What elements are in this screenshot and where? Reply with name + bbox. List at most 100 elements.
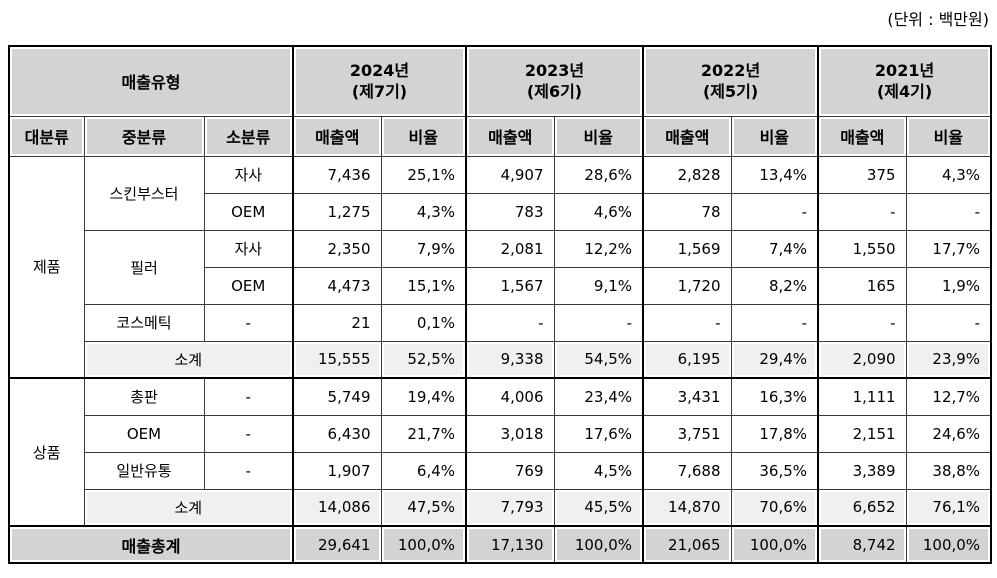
amount-cell: 5,749 (292, 377, 382, 416)
subtotal-label: 소계 (83, 340, 294, 379)
period-label: (제7기) (351, 82, 408, 102)
amount-cell: 2,090 (817, 340, 907, 379)
ratio-cell: 12,7% (905, 377, 992, 416)
amount-cell: 4,473 (292, 266, 382, 305)
year-label: 2024년 (349, 61, 410, 81)
ratio-cell: 4,6% (553, 192, 645, 231)
ratio-cell: 100,0% (380, 525, 468, 564)
major-category-product: 제품 (8, 155, 85, 379)
table-row: OEM - 6,430 21,7% 3,018 17,6% 3,751 17,8… (9, 414, 992, 453)
amount-cell: 1,275 (292, 192, 382, 231)
amount-cell: 3,389 (817, 451, 907, 490)
amount-cell: 783 (465, 192, 555, 231)
amount-cell: 769 (465, 451, 555, 490)
amount-cell: 4,006 (465, 377, 555, 416)
amount-cell: 14,086 (292, 488, 382, 527)
header-amount-2021: 매출액 (817, 115, 907, 157)
amount-cell: 4,907 (465, 155, 555, 194)
ratio-cell: 4,3% (905, 155, 992, 194)
amount-cell: 1,569 (642, 229, 732, 268)
ratio-cell: 47,5% (380, 488, 468, 527)
ratio-cell: 4,3% (380, 192, 468, 231)
ratio-cell: 7,9% (380, 229, 468, 268)
header-major-category: 대분류 (8, 115, 85, 157)
table-row: 일반유통 - 1,907 6,4% 769 4,5% 7,688 36,5% 3… (9, 451, 992, 490)
amount-cell: 6,430 (292, 414, 382, 453)
header-amount-2024: 매출액 (292, 115, 382, 157)
table-row: 상품 총판 - 5,749 19,4% 4,006 23,4% 3,431 16… (8, 377, 992, 527)
table-row: 필러 자사 2,350 7,9% 2,081 12,2% 1,569 7,4% … (9, 229, 992, 305)
ratio-cell: 1,9% (905, 266, 992, 305)
ratio-cell: 54,5% (553, 340, 645, 379)
grand-total-label: 매출총계 (8, 525, 294, 564)
amount-cell: - (465, 303, 555, 342)
header-ratio-2021: 비율 (905, 115, 992, 157)
ratio-cell: 9,1% (553, 266, 645, 305)
ratio-cell: 70,6% (730, 488, 820, 527)
header-ratio-2022: 비율 (730, 115, 820, 157)
header-year-2023: 2023년 (제6기) (465, 45, 645, 117)
amount-cell: 2,350 (292, 229, 382, 268)
amount-cell: 1,567 (465, 266, 555, 305)
ratio-cell: 8,2% (730, 266, 820, 305)
subtotal-row: 소계 15,555 52,5% 9,338 54,5% 6,195 29,4% … (9, 340, 992, 379)
ratio-cell: 21,7% (380, 414, 468, 453)
subtotal-row: 소계 14,086 47,5% 7,793 45,5% 14,870 70,6%… (9, 488, 992, 527)
amount-cell: 375 (817, 155, 907, 194)
table-row: 코스메틱 - 21 0,1% - - - - - - (9, 303, 992, 342)
amount-cell: 2,081 (465, 229, 555, 268)
middle-category: 스킨부스터 (83, 155, 205, 231)
year-label: 2023년 (524, 61, 585, 81)
ratio-cell: 23,4% (553, 377, 645, 416)
ratio-cell: 100,0% (730, 525, 820, 564)
header-minor-category: 소분류 (203, 115, 294, 157)
amount-cell: 15,555 (292, 340, 382, 379)
minor-category: - (203, 414, 294, 453)
ratio-cell: 6,4% (380, 451, 468, 490)
header-middle-category: 중분류 (83, 115, 205, 157)
ratio-cell: 76,1% (905, 488, 992, 527)
ratio-cell: 17,8% (730, 414, 820, 453)
year-label: 2021년 (874, 61, 935, 81)
ratio-cell: 52,5% (380, 340, 468, 379)
grand-total-row: 매출총계 29,641 100,0% 17,130 100,0% 21,065 … (8, 525, 992, 564)
sales-by-type-table: 매출유형 2024년 (제7기) 2023년 (제6기) 2022년 (제5기)… (8, 45, 993, 564)
amount-cell: 9,338 (465, 340, 555, 379)
header-year-2022: 2022년 (제5기) (642, 45, 820, 117)
ratio-cell: 100,0% (553, 525, 645, 564)
middle-category: 일반유통 (83, 451, 205, 490)
ratio-cell: 24,6% (905, 414, 992, 453)
header-ratio-2023: 비율 (553, 115, 645, 157)
amount-cell: 1,907 (292, 451, 382, 490)
amount-cell: 3,751 (642, 414, 732, 453)
ratio-cell: 36,5% (730, 451, 820, 490)
amount-cell: 7,793 (465, 488, 555, 527)
header-sales-type: 매출유형 (8, 45, 294, 117)
period-label: (제5기) (702, 82, 759, 102)
table-row: OEM 4,473 15,1% 1,567 9,1% 1,720 8,2% 16… (9, 266, 992, 305)
ratio-cell: - (553, 303, 645, 342)
minor-category: - (203, 303, 294, 342)
amount-cell: - (642, 303, 732, 342)
ratio-cell: 19,4% (380, 377, 468, 416)
ratio-cell: 17,7% (905, 229, 992, 268)
amount-cell: - (817, 303, 907, 342)
ratio-cell: 23,9% (905, 340, 992, 379)
ratio-cell: 0,1% (380, 303, 468, 342)
amount-cell: 21,065 (642, 525, 732, 564)
ratio-cell: 17,6% (553, 414, 645, 453)
amount-cell: 7,688 (642, 451, 732, 490)
middle-category: 총판 (83, 377, 205, 416)
table-row: 제품 스킨부스터 자사 7,436 25,1% 4,907 28,6% 2,82… (8, 155, 992, 379)
table-row: OEM 1,275 4,3% 783 4,6% 78 - - - (9, 192, 992, 231)
amount-cell: 2,828 (642, 155, 732, 194)
amount-cell: 17,130 (465, 525, 555, 564)
amount-cell: 14,870 (642, 488, 732, 527)
ratio-cell: 45,5% (553, 488, 645, 527)
ratio-cell: 7,4% (730, 229, 820, 268)
amount-cell: 3,018 (465, 414, 555, 453)
middle-category: 코스메틱 (83, 303, 205, 342)
header-ratio-2024: 비율 (380, 115, 468, 157)
minor-category: - (203, 377, 294, 416)
minor-category: OEM (203, 192, 294, 231)
